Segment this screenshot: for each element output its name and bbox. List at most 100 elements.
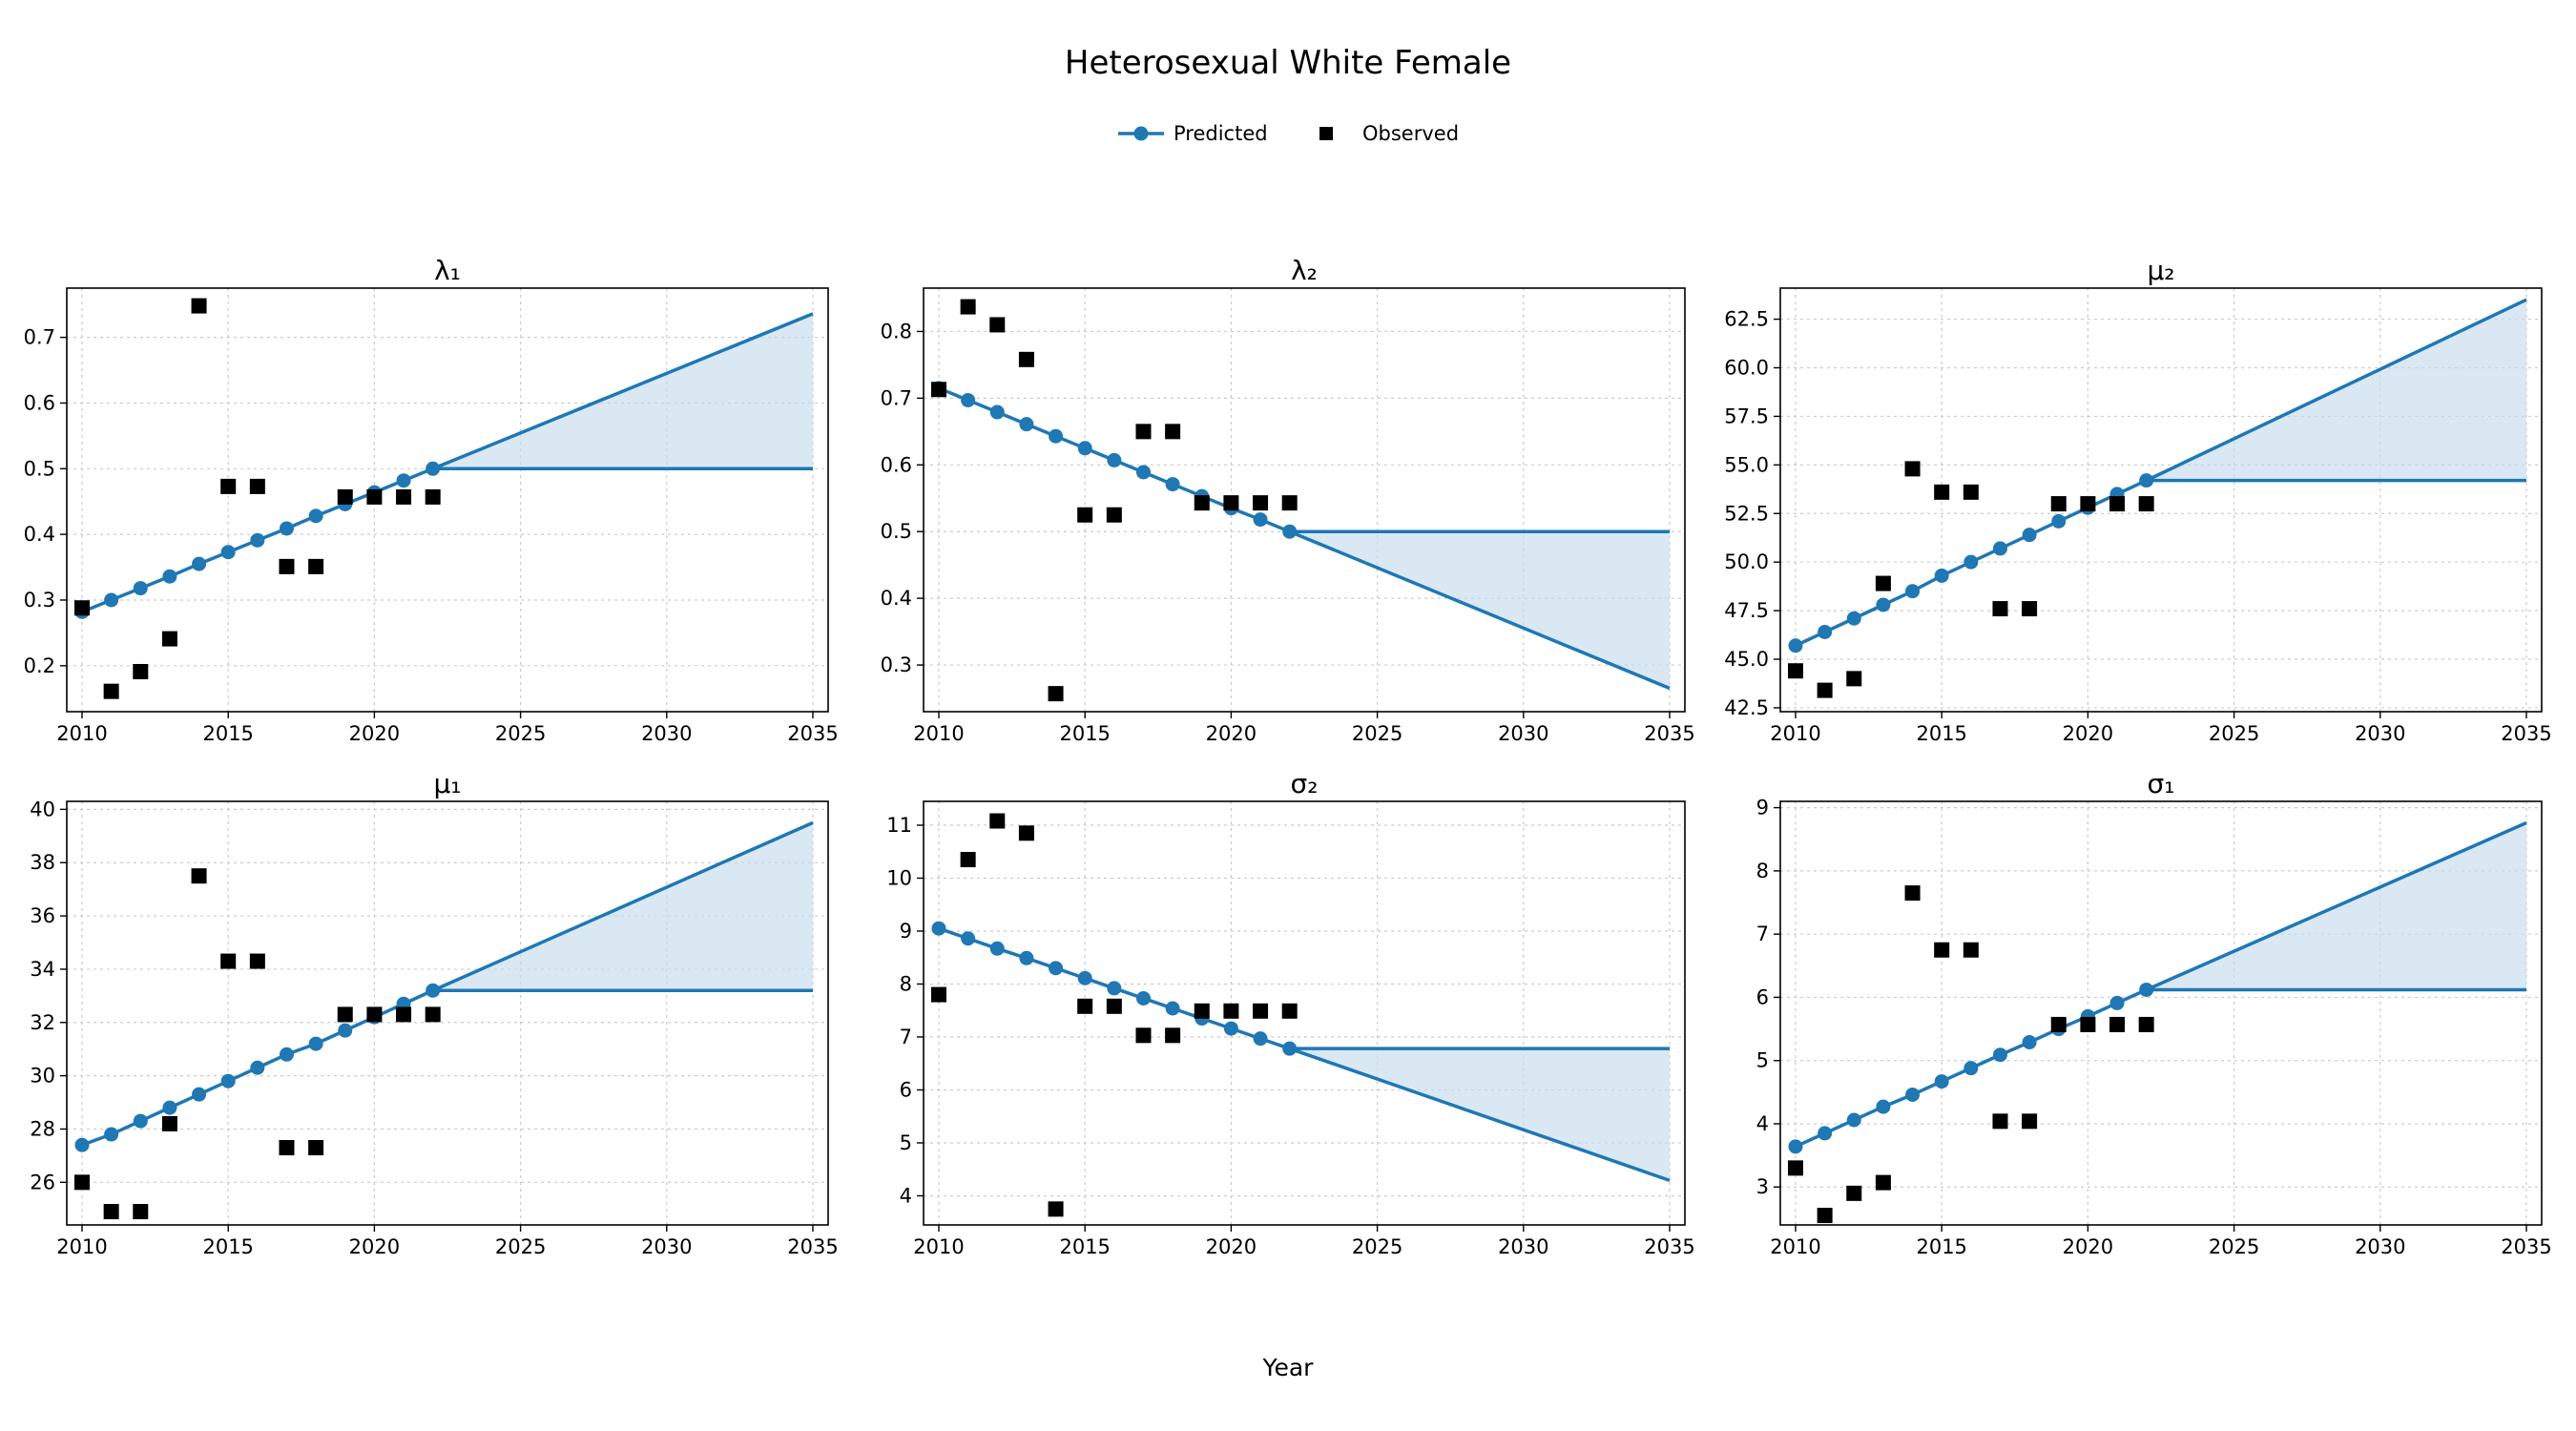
observed-point [1048, 1201, 1064, 1217]
observed-point [1281, 1003, 1298, 1019]
y-tick-label: 36 [30, 904, 55, 927]
observed-point [279, 558, 295, 574]
observed-point [1934, 942, 1950, 958]
predicted-point [250, 1060, 265, 1075]
predicted-point [220, 1073, 236, 1089]
predicted-point [279, 1047, 294, 1062]
observed-point [2138, 1016, 2154, 1032]
observed-point [2109, 496, 2126, 512]
observed-point [960, 852, 976, 868]
observed-point [1048, 686, 1064, 702]
y-tick-label: 0.5 [24, 457, 55, 480]
legend-predicted-label: Predicted [1174, 122, 1268, 145]
observed-point [1817, 1208, 1833, 1224]
y-tick-label: 50.0 [1724, 550, 1769, 573]
x-tick-label: 2035 [1644, 722, 1694, 745]
y-tick-label: 52.5 [1724, 502, 1769, 525]
predicted-point [1992, 1047, 2007, 1063]
observed-point [1904, 885, 1921, 902]
predicted-point [989, 941, 1005, 956]
axes-frame [923, 800, 1686, 1226]
predicted-point [1876, 1099, 1891, 1114]
observed-point [931, 382, 946, 398]
predicted-point [1846, 611, 1861, 626]
observed-point [1194, 1003, 1210, 1019]
observed-point [1846, 671, 1862, 687]
x-tick-label: 2025 [495, 722, 546, 745]
predicted-point [133, 581, 148, 596]
predicted-point [1963, 554, 1979, 570]
y-tick-label: 0.7 [881, 386, 912, 409]
y-tick-label: 42.5 [1724, 696, 1769, 719]
y-tick-label: 40 [30, 798, 55, 820]
x-tick-label: 2035 [2501, 1235, 2551, 1258]
subplot-title: λ₂ [1291, 255, 1318, 286]
axes-frame [923, 287, 1686, 713]
observed-point [425, 1006, 441, 1023]
predicted-point [1788, 638, 1803, 653]
x-tick-label: 2010 [56, 1235, 107, 1258]
y-tick-label: 45.0 [1724, 648, 1769, 671]
subplot-6: 2010 2015 2020 2025 2030 2035 3 4 5 6 7 8 9 σ₁ [1756, 768, 2552, 1258]
predicted-point [426, 983, 441, 998]
legend-observed-label: Observed [1362, 122, 1459, 145]
legend: Predicted Observed [1118, 122, 1459, 145]
observed-point [103, 683, 119, 699]
predicted-point [1049, 428, 1064, 444]
x-tick-label: 2025 [2209, 722, 2259, 745]
predicted-point [2022, 1034, 2037, 1049]
y-tick-label: 11 [886, 814, 912, 837]
y-tick-label: 8 [1756, 860, 1769, 882]
predicted-point [192, 1087, 207, 1102]
y-tick-label: 26 [30, 1171, 55, 1193]
predicted-point [931, 921, 946, 936]
observed-point [220, 478, 237, 494]
predicted-point [1876, 597, 1891, 612]
x-tick-label: 2010 [913, 1235, 964, 1258]
y-tick-label: 3 [1756, 1175, 1769, 1198]
y-tick-label: 0.6 [881, 453, 912, 476]
y-tick-label: 8 [900, 972, 912, 995]
predicted-point [1107, 981, 1122, 996]
observed-point [366, 488, 383, 505]
y-tick-label: 60.0 [1724, 357, 1769, 380]
observed-point [1934, 484, 1950, 500]
x-tick-label: 2025 [1352, 1235, 1402, 1258]
predicted-point [104, 1127, 119, 1142]
x-tick-label: 2010 [1770, 722, 1820, 745]
observed-point [366, 1006, 383, 1023]
observed-point [1253, 1003, 1269, 1019]
observed-point [1077, 998, 1093, 1014]
observed-point [1963, 484, 1979, 500]
subplot-5: 2010 2015 2020 2025 2030 2035 4 5 6 7 8 9 10 11 σ₂ [886, 768, 1694, 1258]
predicted-point [1846, 1112, 1861, 1128]
observed-point [1223, 1003, 1239, 1019]
observed-point [191, 298, 207, 314]
observed-point [1875, 575, 1891, 591]
predicted-point [989, 404, 1005, 420]
predicted-point [1135, 990, 1151, 1006]
observed-point [1875, 1174, 1891, 1191]
observed-point [1165, 424, 1181, 440]
observed-point [249, 478, 265, 494]
predicted-point [1905, 584, 1921, 599]
observed-point [1135, 1027, 1152, 1044]
observed-point [2109, 1016, 2126, 1032]
y-tick-label: 5 [1756, 1049, 1769, 1072]
predicted-point [1905, 1087, 1921, 1102]
y-tick-label: 7 [900, 1026, 912, 1048]
predicted-point [2139, 473, 2154, 488]
observed-point [337, 488, 353, 505]
figure-title: Heterosexual White Female [1065, 44, 1511, 82]
observed-point [308, 1140, 324, 1156]
predicted-point [162, 569, 177, 584]
predicted-point [1135, 465, 1151, 480]
projection-trend-line [2145, 298, 2527, 483]
y-tick-label: 55.0 [1724, 453, 1769, 476]
observed-point [1788, 1160, 1803, 1176]
y-tick-label: 62.5 [1724, 308, 1769, 331]
x-tick-label: 2030 [641, 722, 692, 745]
subplot-4: 2010 2015 2020 2025 2030 2035 26 28 30 32 34 36 38 40… [30, 768, 838, 1258]
observed-point [989, 317, 1006, 333]
y-tick-label: 4 [900, 1184, 912, 1207]
